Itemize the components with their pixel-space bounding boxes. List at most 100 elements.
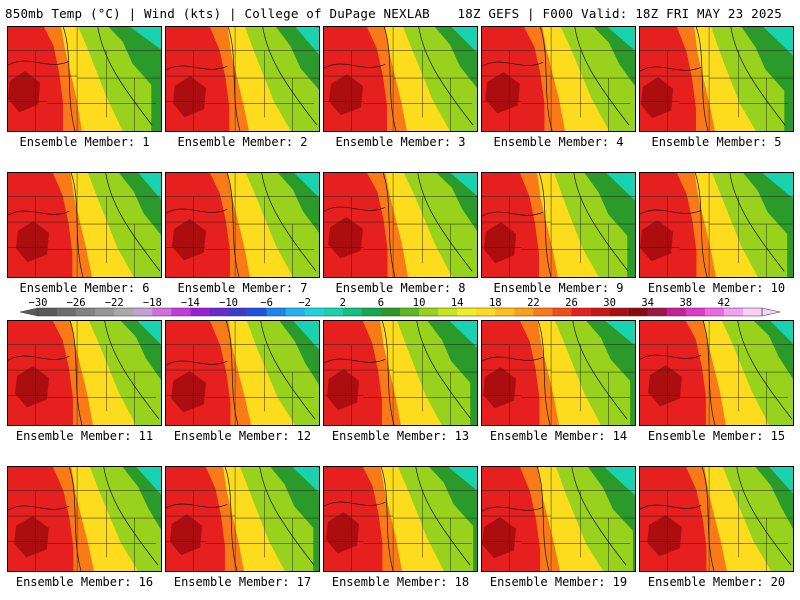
colorbar-segment xyxy=(609,308,629,316)
temperature-band xyxy=(763,27,793,56)
colorbar-segment xyxy=(342,308,363,316)
run-valid-time: 18Z GEFS | F000 Valid: 18Z FRI MAY 23 20… xyxy=(457,6,782,21)
ensemble-member-label: Ensemble Member: 7 xyxy=(177,281,308,295)
colorbar-segment xyxy=(438,308,458,316)
isotherm-contour xyxy=(737,321,793,420)
isotherm-contour xyxy=(482,356,544,362)
ensemble-member-map xyxy=(165,320,320,426)
colorbar-segment xyxy=(533,308,553,316)
isotherm-contour xyxy=(383,27,397,131)
isotherm-contour xyxy=(574,27,630,126)
ensemble-member-map xyxy=(165,26,320,132)
colorbar-segment xyxy=(495,308,515,316)
isotherm-contour xyxy=(227,27,241,131)
temperature-band xyxy=(483,222,517,264)
temperature-band xyxy=(607,27,635,51)
colorbar-segment xyxy=(704,308,725,316)
ensemble-member-label: Ensemble Member: 14 xyxy=(489,429,628,443)
ensemble-member-map xyxy=(481,26,636,132)
ensemble-member-label: Ensemble Member: 3 xyxy=(335,135,466,149)
temperature-band xyxy=(137,321,161,345)
temperature-band xyxy=(448,467,477,491)
isotherm-contour xyxy=(417,173,473,272)
ensemble-member-label: Ensemble Member: 18 xyxy=(331,575,470,589)
colorbar-tick-label: −10 xyxy=(219,298,238,309)
isotherm-contour xyxy=(730,27,786,126)
ensemble-member-map xyxy=(481,466,636,572)
ensemble-member-label: Ensemble Member: 4 xyxy=(493,135,624,149)
isotherm-contour xyxy=(166,503,228,509)
ensemble-member-map xyxy=(165,466,320,572)
temperature-band xyxy=(14,516,49,558)
ensemble-member-map xyxy=(639,26,794,132)
isotherm-contour xyxy=(104,321,160,420)
colorbar-segment xyxy=(95,308,115,316)
colorbar-segment xyxy=(152,308,172,316)
isotherm-contour xyxy=(382,173,396,277)
isotherm-contour xyxy=(537,321,551,425)
ensemble-member-label: Ensemble Member: 16 xyxy=(15,575,154,589)
ensemble-member-label: Ensemble Member: 17 xyxy=(173,575,312,589)
isotherm-contour xyxy=(381,321,395,425)
isotherm-contour xyxy=(640,66,702,72)
colorbar-tick-label: −18 xyxy=(143,298,162,309)
isotherm-contour xyxy=(166,208,228,214)
colorbar-segment xyxy=(647,308,668,316)
colorbar-tick-label: 6 xyxy=(378,298,384,309)
ensemble-member-map xyxy=(7,466,162,572)
ensemble-member-label: Ensemble Member: 11 xyxy=(15,429,154,443)
colorbar-segment xyxy=(114,308,134,316)
ensemble-member-map xyxy=(481,320,636,426)
ensemble-member-label: Ensemble Member: 10 xyxy=(647,281,786,295)
isotherm-contour xyxy=(482,506,544,512)
colorbar-segment xyxy=(133,308,153,316)
isotherm-contour xyxy=(701,467,715,571)
temperature-band xyxy=(606,173,635,201)
isotherm-contour xyxy=(103,467,159,566)
temperature-band xyxy=(328,217,363,259)
ensemble-member-map xyxy=(7,26,162,132)
colorbar-segment xyxy=(723,308,744,316)
colorbar-tick-label: 38 xyxy=(679,298,692,309)
temperature-band xyxy=(647,515,682,557)
ensemble-member-map xyxy=(639,172,794,278)
isotherm-contour xyxy=(482,211,544,217)
temperature-band xyxy=(328,74,363,116)
ensemble-member-map xyxy=(7,320,162,426)
isotherm-contour xyxy=(225,321,239,425)
temperature-band xyxy=(640,77,674,119)
ensemble-member-label: Ensemble Member: 8 xyxy=(335,281,466,295)
temperature-band xyxy=(769,467,793,494)
temperature-band xyxy=(326,369,360,411)
colorbar-tick-label: −30 xyxy=(29,298,48,309)
colorbar-tick-label: 34 xyxy=(641,298,654,309)
isotherm-contour xyxy=(166,65,228,71)
colorbar-segment xyxy=(685,308,706,316)
isotherm-contour xyxy=(70,173,84,277)
isotherm-contour xyxy=(324,501,386,507)
ensemble-member-label: Ensemble Member: 1 xyxy=(19,135,150,149)
isotherm-contour xyxy=(416,321,472,420)
colorbar-segment xyxy=(323,308,344,316)
temperature-band xyxy=(171,371,206,413)
isotherm-contour xyxy=(640,209,702,215)
isotherm-contour xyxy=(482,61,544,67)
temperature-band xyxy=(15,221,49,263)
isotherm-contour xyxy=(8,60,70,66)
isotherm-contour xyxy=(166,360,228,366)
colorbar-segment xyxy=(361,308,382,316)
ensemble-member-label: Ensemble Member: 5 xyxy=(651,135,782,149)
colorbar-segment xyxy=(666,308,687,316)
colorbar-segment xyxy=(209,308,229,316)
isotherm-contour xyxy=(640,504,702,510)
temperature-band xyxy=(169,514,203,556)
colorbar-segment xyxy=(419,308,439,316)
colorbar-segment xyxy=(571,308,591,316)
isotherm-contour xyxy=(702,321,716,425)
isotherm-contour xyxy=(62,27,76,131)
isotherm-contour xyxy=(224,467,238,571)
colorbar-tick-label: 30 xyxy=(603,298,616,309)
isotherm-contour xyxy=(695,27,709,131)
isotherm-contour xyxy=(729,173,785,272)
ensemble-member-label: Ensemble Member: 6 xyxy=(19,281,150,295)
